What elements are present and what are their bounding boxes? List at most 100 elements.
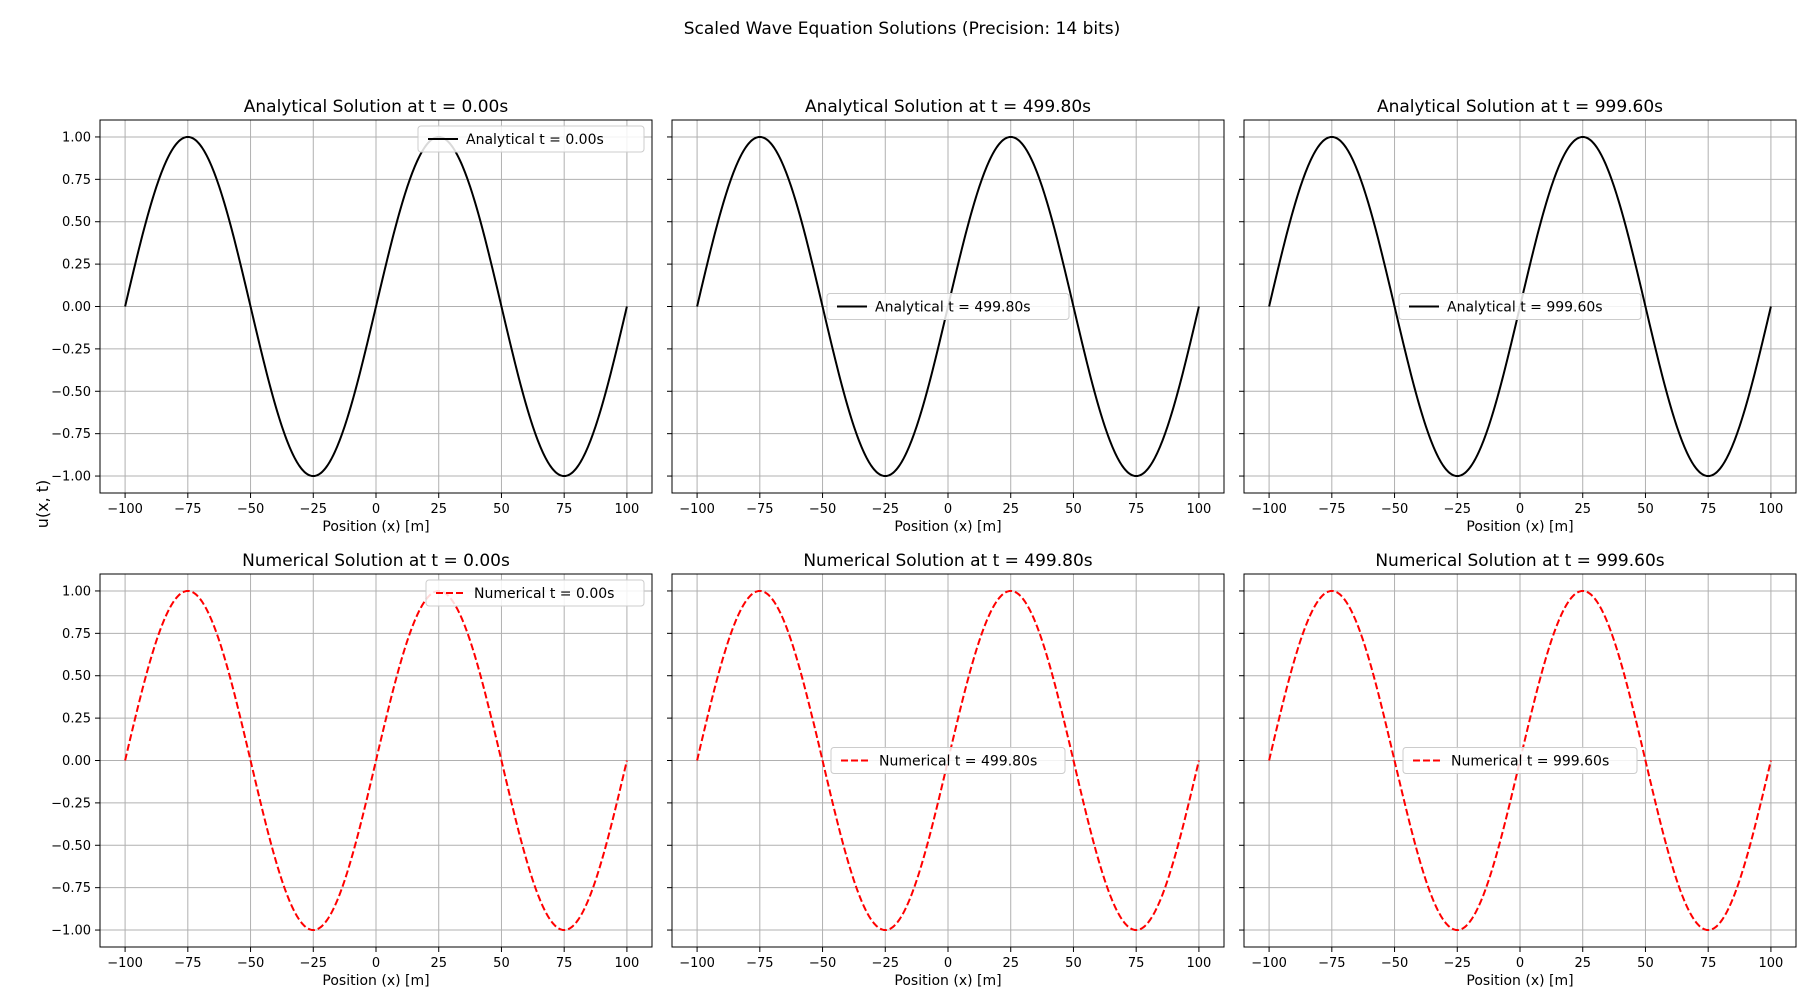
- plot-frame: [671, 573, 1225, 948]
- y-tick-label: 0.25: [62, 258, 91, 273]
- y-tick-label: −1.00: [51, 470, 91, 485]
- x-tick-label: 50: [493, 502, 510, 517]
- y-tick-label: 0.50: [62, 215, 91, 230]
- x-tick-label: −25: [1444, 502, 1471, 517]
- plot-frame: [1243, 573, 1797, 948]
- x-tick-label: −50: [1381, 502, 1408, 517]
- x-tick-label: −75: [746, 956, 773, 971]
- x-tick-label: 25: [430, 502, 447, 517]
- x-tick-label: −25: [872, 956, 899, 971]
- x-axis-label: Position (x) [m]: [894, 973, 1001, 989]
- chart-panel-6: −100 −75 −50 −25 0 25 50 75 100 Numerical Solutio…: [1239, 551, 1797, 989]
- x-tick-label: 75: [556, 956, 573, 971]
- x-tick-label: 50: [1065, 956, 1082, 971]
- x-axis-label: Position (x) [m]: [894, 519, 1001, 535]
- y-tick-label: 0.75: [62, 627, 91, 642]
- legend-label: Numerical t = 999.60s: [1451, 754, 1609, 770]
- plot-frame: [671, 119, 1225, 494]
- chart-title: Numerical Solution at t = 0.00s: [242, 551, 510, 571]
- chart-panel-4: −100 −75 −50 −25 0 25 50 75 100 1.00 0.75 0.50 0.25 0…: [51, 551, 653, 989]
- x-tick-label: 100: [1186, 956, 1211, 971]
- legend: Analytical t = 499.80s: [826, 293, 1070, 320]
- y-tick-label: 1.00: [62, 584, 91, 599]
- plot-frame: [99, 119, 653, 494]
- x-tick-label: −50: [1381, 956, 1408, 971]
- legend: Numerical t = 499.80s: [830, 747, 1066, 774]
- legend-box: [1398, 293, 1642, 320]
- x-tick-label: 75: [1700, 956, 1717, 971]
- y-tick-label: 0.00: [62, 754, 91, 769]
- x-tick-label: 0: [944, 502, 952, 517]
- figure-suptitle: Scaled Wave Equation Solutions (Precisio…: [684, 19, 1121, 39]
- legend: Numerical t = 999.60s: [1402, 747, 1638, 774]
- series-line-1: [124, 589, 628, 932]
- x-tick-label: −25: [300, 956, 327, 971]
- x-axis-label: Position (x) [m]: [1466, 519, 1573, 535]
- y-tick-label: 1.00: [62, 130, 91, 145]
- x-tick-label: 0: [372, 956, 380, 971]
- legend-label: Numerical t = 499.80s: [879, 754, 1037, 770]
- x-tick-label: −100: [1251, 502, 1287, 517]
- x-tick-label: 100: [1186, 502, 1211, 517]
- x-tick-label: 50: [1637, 956, 1654, 971]
- chart-panel-2: −100 −75 −50 −25 0 25 50 75 100 Analytical Soluti…: [667, 97, 1225, 535]
- legend-label: Analytical t = 499.80s: [875, 300, 1031, 316]
- x-axis-label: Position (x) [m]: [322, 973, 429, 989]
- x-tick-label: 100: [1758, 956, 1783, 971]
- legend-box: [830, 747, 1066, 774]
- chart-panel-1: −100 −75 −50 −25 0 25 50 75 100 1.00 0.75 0.50 0.25 0…: [51, 97, 653, 535]
- x-tick-label: −25: [1444, 956, 1471, 971]
- chart-title: Analytical Solution at t = 999.60s: [1377, 97, 1663, 117]
- x-tick-label: −75: [1318, 956, 1345, 971]
- x-tick-label: −100: [107, 502, 143, 517]
- x-tick-label: 25: [1002, 502, 1019, 517]
- x-tick-label: −75: [1318, 502, 1345, 517]
- y-tick-label: −0.50: [51, 385, 91, 400]
- x-tick-label: −25: [300, 502, 327, 517]
- plot-frame: [99, 573, 653, 948]
- legend-box: [425, 579, 645, 607]
- legend-label: Numerical t = 0.00s: [474, 586, 614, 602]
- x-tick-label: 50: [1637, 502, 1654, 517]
- x-tick-label: −50: [809, 502, 836, 517]
- x-tick-label: 25: [1574, 502, 1591, 517]
- x-tick-label: −75: [174, 502, 201, 517]
- legend: Analytical t = 0.00s: [417, 125, 645, 153]
- legend-label: Analytical t = 0.00s: [466, 132, 604, 148]
- x-tick-label: 100: [614, 956, 639, 971]
- chart-panel-5: −100 −75 −50 −25 0 25 50 75 100 Numerical Solutio…: [667, 551, 1225, 989]
- x-tick-label: 75: [1128, 502, 1145, 517]
- y-tick-label: −0.25: [51, 342, 91, 357]
- chart-title: Numerical Solution at t = 999.60s: [1375, 551, 1664, 571]
- chart-title: Analytical Solution at t = 0.00s: [244, 97, 509, 117]
- legend-box: [1402, 747, 1638, 774]
- y-tick-label: −0.50: [51, 839, 91, 854]
- x-tick-label: −50: [237, 956, 264, 971]
- x-tick-label: 100: [614, 502, 639, 517]
- x-tick-label: 50: [1065, 502, 1082, 517]
- x-tick-label: −100: [1251, 956, 1287, 971]
- x-tick-label: 75: [556, 502, 573, 517]
- x-tick-label: 25: [1002, 956, 1019, 971]
- x-tick-label: 0: [1516, 956, 1524, 971]
- x-tick-label: −100: [679, 502, 715, 517]
- y-tick-label: 0.25: [62, 712, 91, 727]
- figure-ylabel: u(x, t): [33, 480, 52, 529]
- legend-box: [417, 125, 645, 153]
- series-line-1: [124, 135, 628, 478]
- x-tick-label: 50: [493, 956, 510, 971]
- x-tick-label: −50: [809, 956, 836, 971]
- chart-title: Numerical Solution at t = 499.80s: [803, 551, 1092, 571]
- y-tick-label: 0.75: [62, 173, 91, 188]
- x-tick-label: 0: [372, 502, 380, 517]
- x-tick-label: −25: [872, 502, 899, 517]
- chart-panel-3: −100 −75 −50 −25 0 25 50 75 100 Analytical Soluti…: [1239, 97, 1797, 535]
- x-tick-label: 25: [1574, 956, 1591, 971]
- x-tick-label: −100: [107, 956, 143, 971]
- x-axis-label: Position (x) [m]: [1466, 973, 1573, 989]
- x-tick-label: −50: [237, 502, 264, 517]
- x-tick-label: −75: [746, 502, 773, 517]
- x-tick-label: 75: [1128, 956, 1145, 971]
